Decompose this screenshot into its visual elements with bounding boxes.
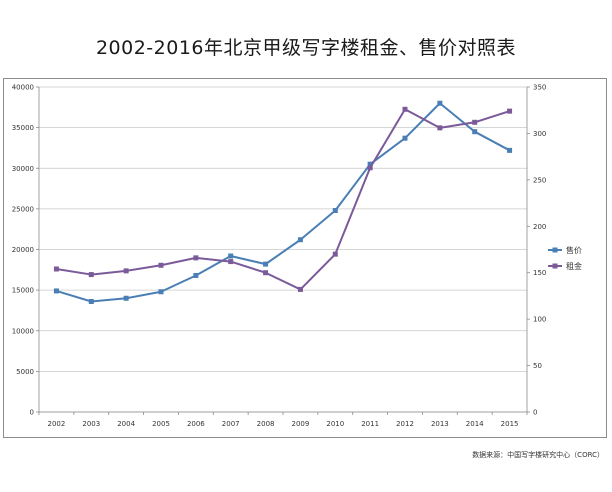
left-tick-label: 0 xyxy=(30,409,34,417)
x-tick-label: 2006 xyxy=(187,420,205,428)
grid-lines xyxy=(39,86,527,413)
x-tick-label: 2008 xyxy=(257,420,275,428)
data-point xyxy=(507,147,513,153)
line-chart: 0 5000 10000 15000 20000 25000 30000 35000 40000… xyxy=(12,84,582,429)
x-tick-label: 2011 xyxy=(361,420,379,428)
data-point xyxy=(297,237,303,243)
x-tick-label: 2012 xyxy=(396,420,414,428)
legend-marker xyxy=(552,263,558,269)
page-title: 2002-2016年北京甲级写字楼租金、售价对照表 xyxy=(95,37,517,59)
data-point xyxy=(402,106,408,112)
left-tick-label: 5000 xyxy=(16,368,34,376)
legend-label: 售价 xyxy=(566,245,582,255)
x-tick-label: 2005 xyxy=(152,420,170,428)
x-tick-label: 2004 xyxy=(117,420,135,428)
x-tick-label: 2002 xyxy=(48,420,66,428)
left-tick-label: 30000 xyxy=(12,165,34,173)
data-point xyxy=(367,165,373,171)
data-point xyxy=(332,208,338,213)
data-point xyxy=(228,253,234,259)
data-point xyxy=(402,135,408,141)
chart-frame: 0 5000 10000 15000 20000 25000 30000 35000 40000… xyxy=(3,78,607,438)
right-tick-label: 0 xyxy=(533,409,537,417)
data-point xyxy=(437,100,443,106)
data-source-note: 数据来源：中国写字楼研究中心（CORC） xyxy=(472,451,604,459)
data-point xyxy=(193,273,199,278)
data-point xyxy=(193,255,199,261)
data-point xyxy=(88,272,94,278)
right-tick-label: 50 xyxy=(533,362,542,370)
legend-marker xyxy=(552,247,558,253)
left-tick-label: 15000 xyxy=(12,287,34,295)
data-point xyxy=(228,259,234,265)
right-tick-label: 200 xyxy=(533,223,546,231)
data-point xyxy=(53,266,59,272)
x-tick-label: 2009 xyxy=(292,420,310,428)
left-tick-label: 10000 xyxy=(12,327,34,335)
left-tick-label: 20000 xyxy=(12,246,34,254)
data-point xyxy=(472,129,478,135)
x-tick-label: 2007 xyxy=(222,420,240,428)
data-point xyxy=(123,268,129,274)
left-tick-label: 25000 xyxy=(12,205,34,213)
data-point xyxy=(437,125,443,131)
data-point xyxy=(263,270,269,276)
series xyxy=(53,100,513,304)
right-tick-label: 300 xyxy=(533,130,546,138)
data-point xyxy=(297,286,303,292)
data-point xyxy=(367,161,373,167)
right-tick-label: 350 xyxy=(533,84,546,92)
data-point xyxy=(472,119,478,125)
data-point xyxy=(88,299,94,304)
data-point xyxy=(53,288,59,294)
data-point xyxy=(263,261,269,267)
x-tick-label: 2014 xyxy=(466,420,484,428)
series-line-1 xyxy=(56,102,511,303)
left-tick-label: 40000 xyxy=(12,84,34,92)
data-point xyxy=(332,251,338,257)
right-tick-label: 150 xyxy=(533,269,546,277)
x-tick-label: 2013 xyxy=(431,420,449,428)
data-point xyxy=(158,289,164,295)
x-tick-label: 2003 xyxy=(82,420,100,428)
legend-label: 租金 xyxy=(566,261,582,271)
data-point xyxy=(158,262,164,268)
x-tick-label: 2010 xyxy=(326,420,344,428)
data-point xyxy=(507,108,513,114)
axes: 0 5000 10000 15000 20000 25000 30000 35000 40000… xyxy=(12,84,547,429)
series-line-2 xyxy=(56,108,510,291)
left-tick-label: 35000 xyxy=(12,124,34,132)
right-tick-label: 100 xyxy=(533,316,546,324)
data-point xyxy=(123,295,129,301)
right-tick-label: 250 xyxy=(533,176,546,184)
x-tick-label: 2015 xyxy=(501,420,519,428)
